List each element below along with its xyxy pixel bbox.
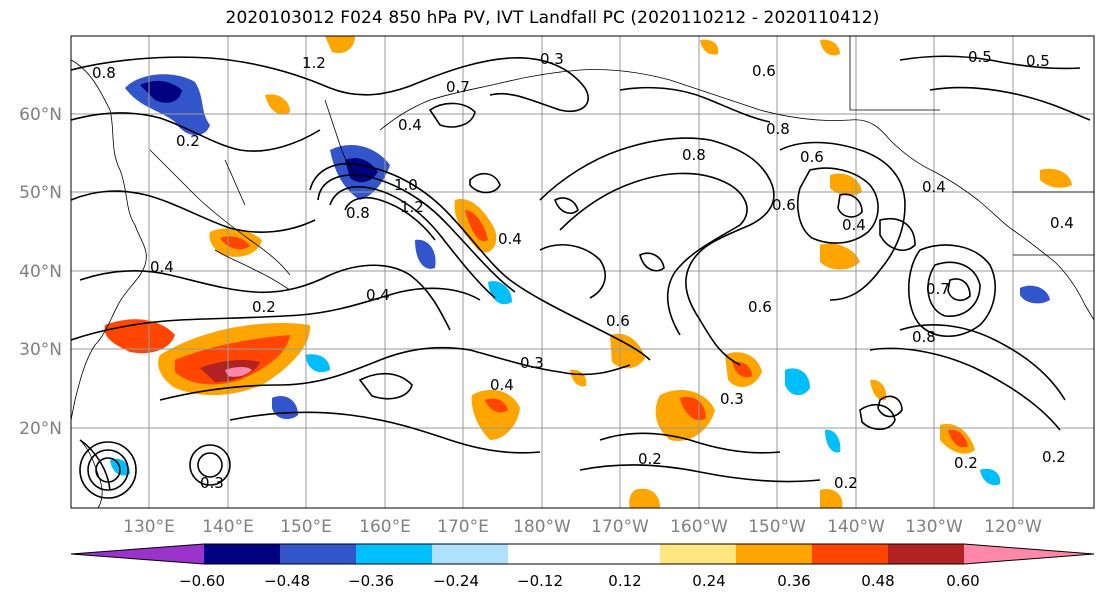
lat-label: 20°N xyxy=(19,419,62,439)
colorbar-segment xyxy=(204,544,281,564)
contour-label: 0.4 xyxy=(498,230,522,248)
lon-label: 140°E xyxy=(202,517,254,537)
contour-label: 0.3 xyxy=(520,354,544,372)
latitude-labels: 60°N 50°N 40°N 30°N 20°N xyxy=(19,105,62,439)
colorbar-tick-label: 0.12 xyxy=(608,572,641,590)
colorbar-tick-label: 0.24 xyxy=(692,572,725,590)
colorbar-segment xyxy=(888,544,965,564)
colorbar-labels: −0.60 −0.48 −0.36 −0.24 −0.12 0.12 0.24 … xyxy=(179,572,980,590)
lon-label: 150°W xyxy=(748,517,806,537)
colorbar-tick-label: 0.60 xyxy=(946,572,979,590)
colorbar-segment xyxy=(812,544,889,564)
colorbar-segment xyxy=(584,544,661,564)
lon-label: 150°E xyxy=(280,517,332,537)
lon-label: 160°W xyxy=(670,517,728,537)
lat-label: 50°N xyxy=(19,183,62,203)
contour-label: 0.6 xyxy=(772,196,796,214)
colorbar-tick-label: −0.24 xyxy=(433,572,479,590)
contour-label: 0.7 xyxy=(926,280,950,298)
colorbar-segment xyxy=(508,544,585,564)
colorbar-segment xyxy=(660,544,737,564)
contour-label: 0.2 xyxy=(638,450,662,468)
lon-label: 140°W xyxy=(827,517,885,537)
contour-label: 0.6 xyxy=(606,312,630,330)
contour-label: 0.4 xyxy=(490,376,514,394)
contour-label: 0.2 xyxy=(954,454,978,472)
colorbar-segment xyxy=(356,544,433,564)
lon-label: 120°W xyxy=(984,517,1042,537)
colorbar xyxy=(71,544,1094,564)
lon-label: 160°E xyxy=(359,517,411,537)
contour-label: 1.2 xyxy=(302,54,326,72)
contour-label: 0.4 xyxy=(398,116,422,134)
colorbar-tick-label: −0.12 xyxy=(517,572,563,590)
lat-label: 30°N xyxy=(19,340,62,360)
colorbar-extension-low xyxy=(71,544,204,564)
colorbar-tick-label: −0.48 xyxy=(264,572,310,590)
contour-label: 0.8 xyxy=(766,120,790,138)
colorbar-segment xyxy=(736,544,813,564)
contour-label: 0.8 xyxy=(92,64,116,82)
contour-label: 0.4 xyxy=(1050,214,1074,232)
colorbar-tick-label: 0.36 xyxy=(777,572,810,590)
contour-label: 0.7 xyxy=(446,78,470,96)
lon-label: 170°E xyxy=(437,517,489,537)
contour-label: 0.5 xyxy=(1026,52,1050,70)
contour-label: 0.3 xyxy=(200,474,224,492)
lon-label: 180°W xyxy=(513,517,571,537)
contour-label: 0.6 xyxy=(748,298,772,316)
contour-label: 0.2 xyxy=(252,298,276,316)
contour-label: 0.8 xyxy=(912,328,936,346)
colorbar-tick-label: −0.36 xyxy=(348,572,394,590)
contour-label: 0.2 xyxy=(834,474,858,492)
lon-label: 170°W xyxy=(591,517,649,537)
longitude-labels: 130°E 140°E 150°E 160°E 170°E 180°W 170°… xyxy=(123,517,1042,537)
contour-label: 0.4 xyxy=(366,286,390,304)
contour-label: 0.2 xyxy=(176,132,200,150)
colorbar-tick-label: −0.60 xyxy=(179,572,225,590)
lat-label: 40°N xyxy=(19,262,62,282)
contour-label: 0.4 xyxy=(150,258,174,276)
contour-label: 0.5 xyxy=(968,48,992,66)
contour-label: 0.8 xyxy=(346,204,370,222)
colorbar-extension-high xyxy=(964,544,1094,564)
contour-label: 0.6 xyxy=(800,148,824,166)
colorbar-segment xyxy=(280,544,357,564)
contour-label: 0.8 xyxy=(682,146,706,164)
contour-label: 0.3 xyxy=(720,390,744,408)
contour-label: 0.4 xyxy=(922,178,946,196)
colorbar-segment xyxy=(432,544,509,564)
contour-label: 0.3 xyxy=(540,50,564,68)
colorbar-tick-label: 0.48 xyxy=(861,572,894,590)
contour-label: 1.2 xyxy=(400,198,424,216)
contour-label: 0.4 xyxy=(842,216,866,234)
contour-label: 0.6 xyxy=(752,62,776,80)
lon-label: 130°W xyxy=(905,517,963,537)
lat-label: 60°N xyxy=(19,105,62,125)
contour-label: 0.2 xyxy=(1042,448,1066,466)
lon-label: 130°E xyxy=(123,517,175,537)
contour-label: 1.0 xyxy=(394,176,418,194)
